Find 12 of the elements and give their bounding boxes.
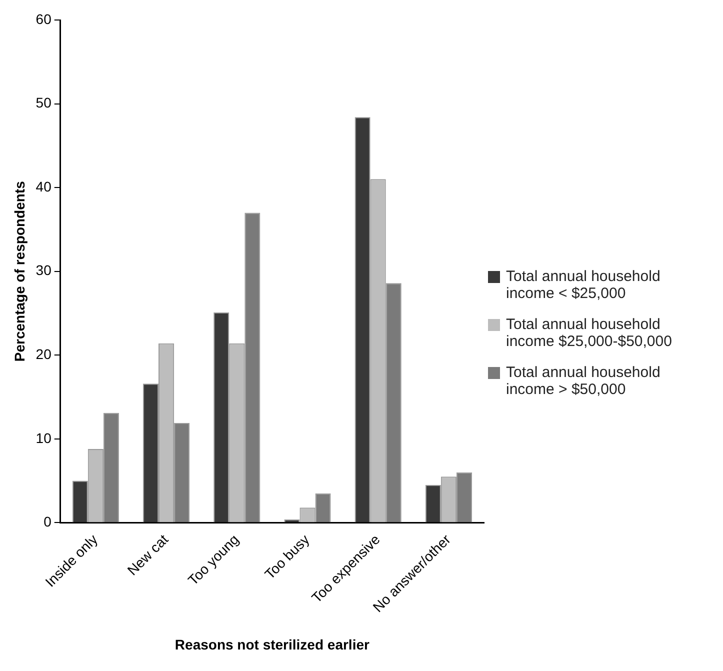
y-tick-label: 50 (36, 94, 52, 111)
y-tick-label: 40 (36, 178, 52, 194)
y-tick-label: 10 (36, 430, 52, 446)
y-tick-label: 60 (36, 10, 52, 27)
legend-label: Total annual household income > $50,000 (506, 364, 662, 398)
y-tick-label: 30 (36, 262, 52, 278)
y-tick-label: 20 (36, 346, 52, 362)
legend-label: Total annual household income < $25,000 (506, 268, 662, 302)
legend-label: Total annual household income $25,000-$50,000 (506, 316, 673, 350)
y-axis-title: Percentage of respondents (11, 180, 28, 362)
y-tick-label: 0 (44, 514, 52, 530)
x-axis-title: Reasons not sterilized earlier (174, 636, 370, 652)
